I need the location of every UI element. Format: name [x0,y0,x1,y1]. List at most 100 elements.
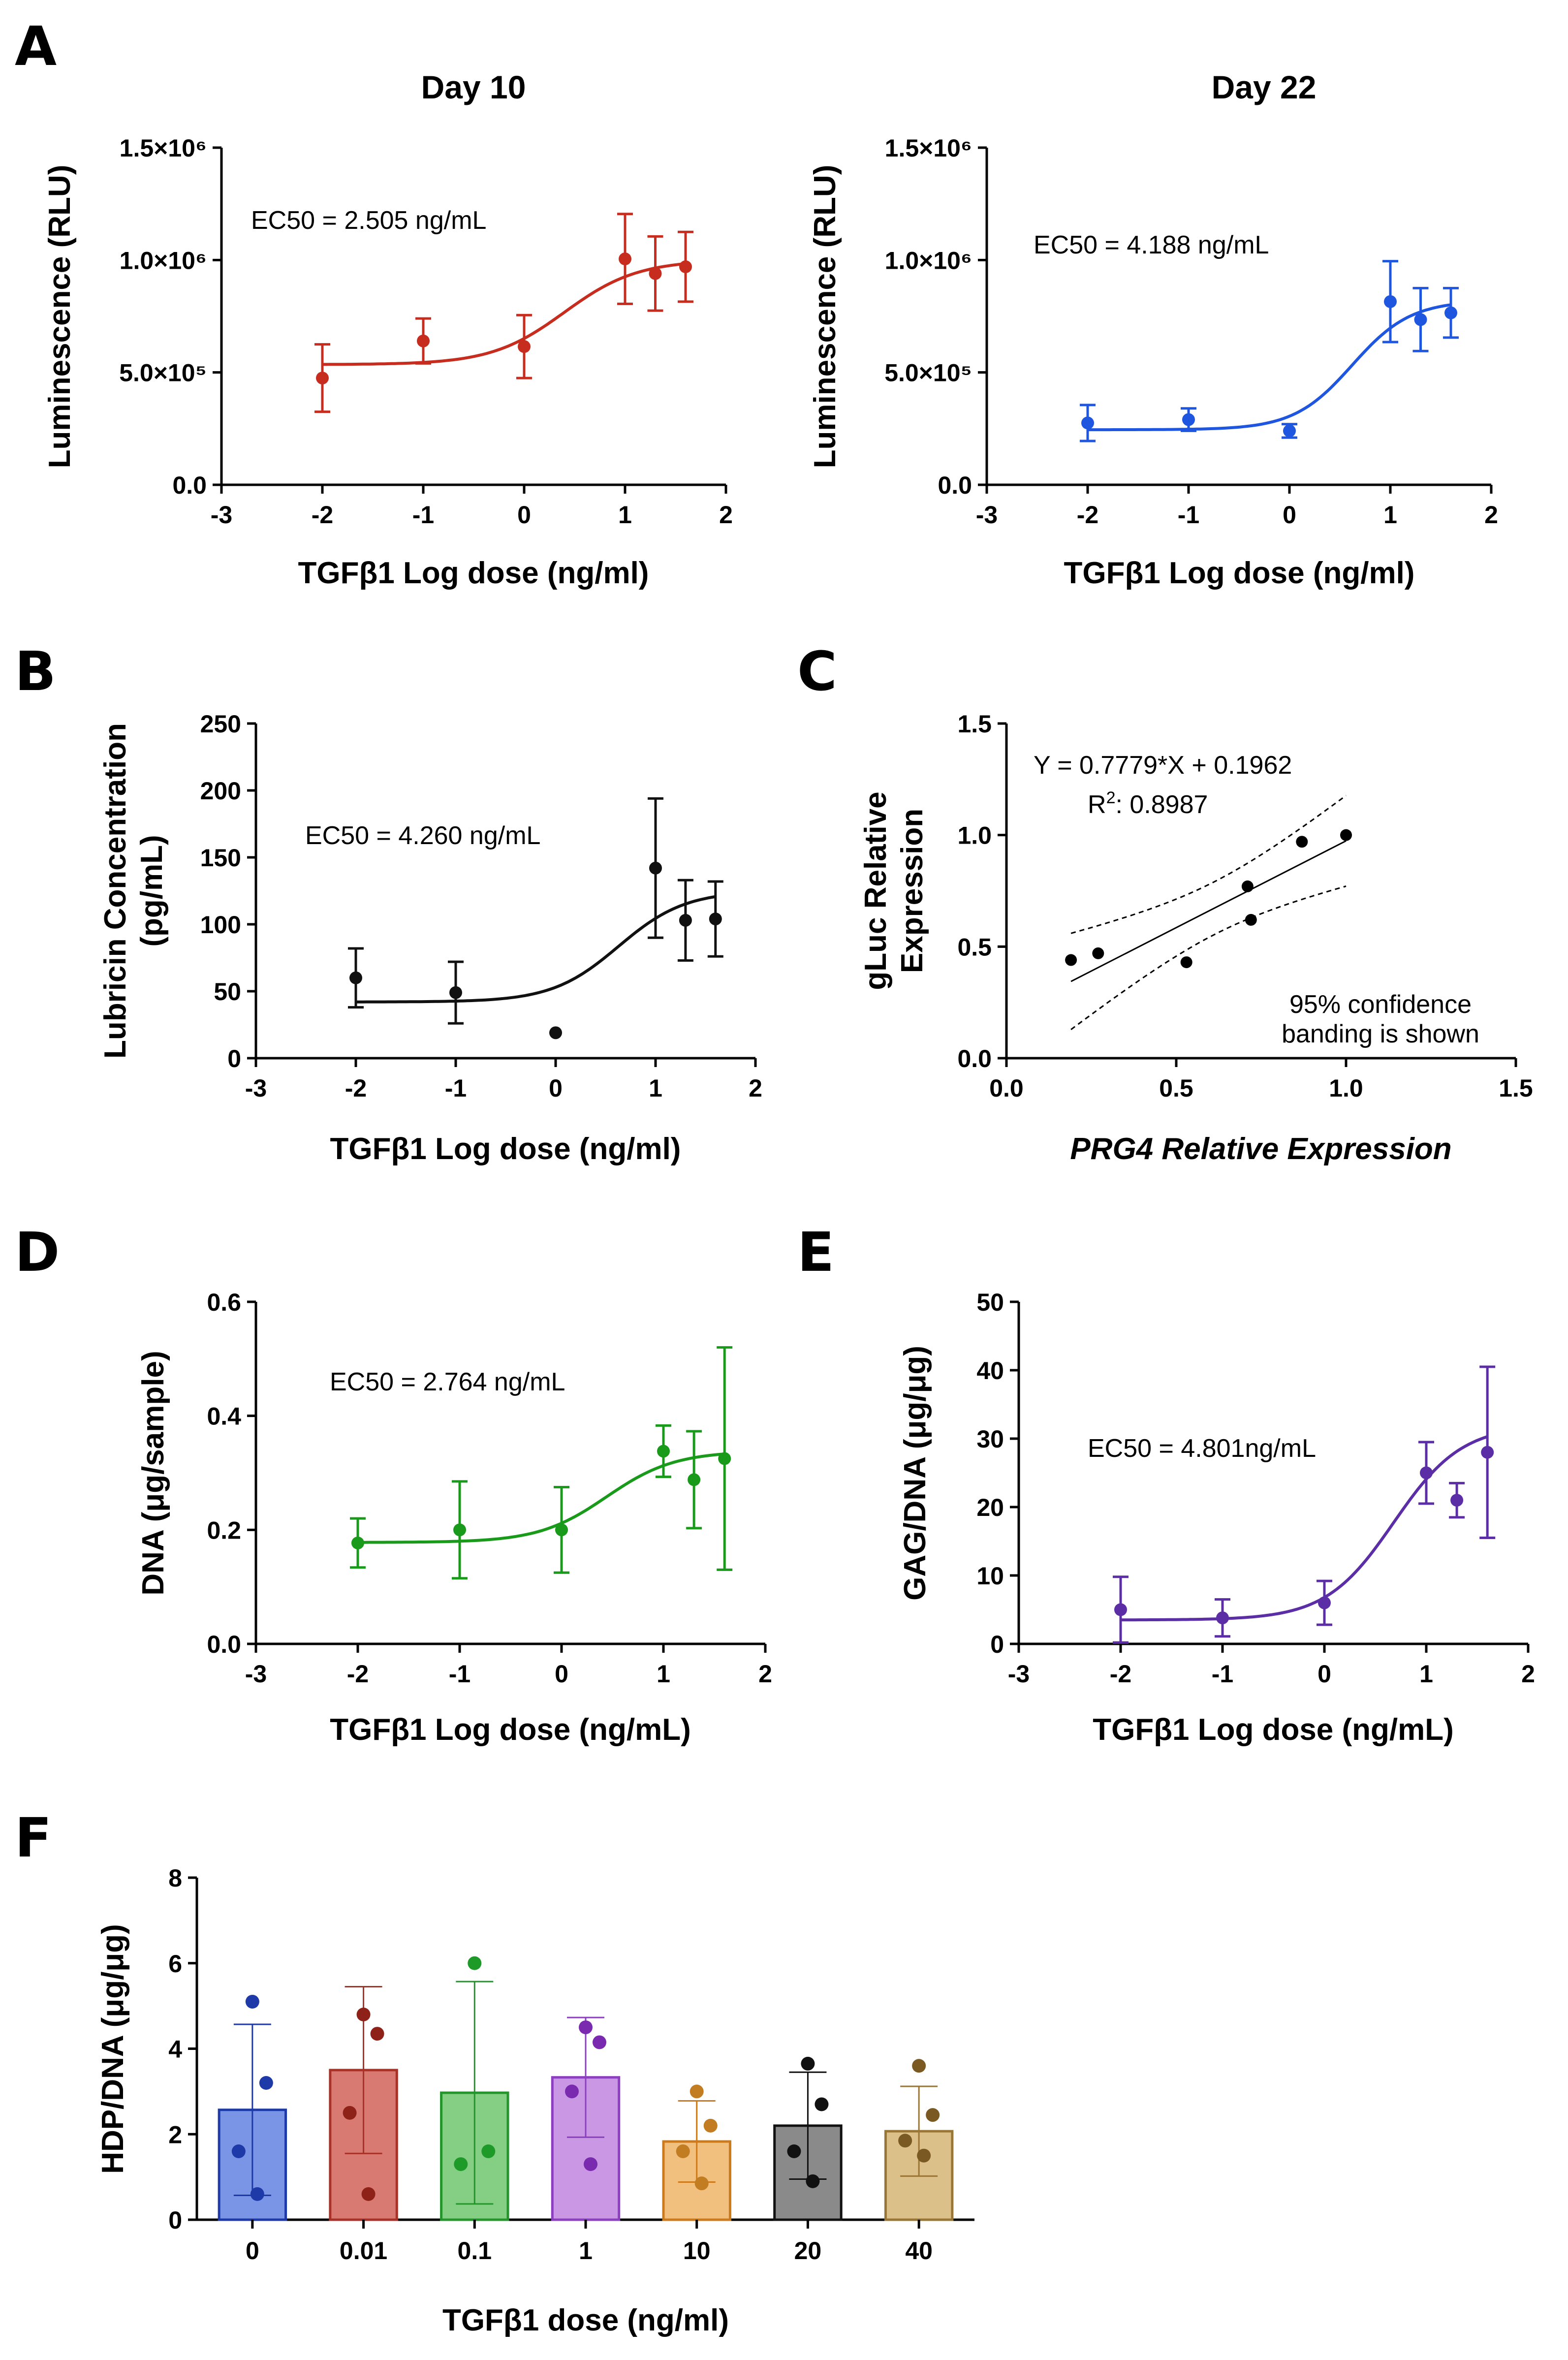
y-tick-label: 1.5×10⁶ [885,134,972,162]
y-tick-label: 250 [200,710,241,738]
data-point [593,2035,606,2049]
data-point [349,971,362,984]
x-axis-label: TGFβ1 dose (ng/ml) [442,2303,729,2337]
r-squared-letter: R [1088,790,1106,819]
x-tick-label: 0 [1283,501,1296,529]
x-tick-label: 0.1 [458,2237,492,2265]
y-tick-label: 0.5 [957,933,992,961]
x-tick-label: 2 [719,501,733,529]
fit-curve [322,262,686,366]
data-point [259,2076,273,2090]
data-point [468,1956,482,1970]
data-point [245,1994,259,2009]
confidence-note-line-2: banding is shown [1282,1020,1479,1048]
data-point [1114,1603,1127,1616]
data-point [370,2027,384,2041]
data-point [1414,313,1427,326]
y-tick-label: 8 [168,1864,182,1892]
data-point [815,2097,829,2111]
y-tick-label: 0.0 [172,472,207,499]
data-point [1180,956,1192,969]
data-point [316,372,329,385]
fit-curve [356,895,716,1004]
data-point [649,861,662,875]
x-tick-label: 10 [683,2237,711,2265]
data-point [709,913,722,926]
panel-a-day22: Day 22 TGFβ1 Log dose (ng/ml) Luminescen… [808,69,1498,590]
y-tick-label: 1.0×10⁶ [120,247,207,274]
fit-curve [1088,303,1451,432]
y-tick-label: 30 [976,1425,1004,1453]
y-axis-label: gLuc RelativeExpression [859,791,929,990]
x-tick-label: -1 [412,501,434,529]
data-point [1384,295,1397,308]
y-tick-label: 2 [168,2121,182,2148]
chart-title: Day 22 [1212,69,1317,105]
x-tick-label: -3 [976,501,998,529]
panel-a-day10: A Day 10 TGFβ1 Log dose (ng/ml) Luminesc… [15,15,733,590]
data-point [801,2056,815,2071]
confidence-note: 95% confidence banding is shown [1282,990,1479,1048]
y-axis-label: DNA (μg/sample) [136,1351,170,1595]
x-axis-label: TGFβ1 Log dose (ng/ml) [330,1132,681,1166]
x-tick-label: 2 [749,1074,762,1102]
data-point [1420,1466,1433,1479]
data-point [351,1536,364,1549]
x-tick-label: 1 [657,1660,670,1688]
data-point [679,913,692,927]
x-tick-label: -3 [211,501,232,529]
confidence-band-lower [1070,885,1347,1031]
y-axis-label: Luminescence (RLU) [43,165,77,469]
y-tick-label: 150 [200,844,241,872]
y-tick-label: 0.4 [207,1403,241,1430]
y-tick-label: 40 [976,1357,1004,1385]
data-point [449,986,462,999]
x-tick-label: 0 [555,1660,568,1688]
panel-letter-d: D [15,1221,60,1284]
fit-curve [358,1452,725,1544]
y-axis-label-line-2: Expression [895,809,929,973]
y-tick-label: 50 [976,1289,1004,1316]
data-point [703,2118,718,2133]
y-axis-label: Lubricin Concentration(pg/mL) [98,723,169,1059]
x-tick-label: 0 [517,501,531,529]
panel-f: F TGFβ1 dose (ng/ml) HDP/DNA (μg/μg) 0 2 4… [15,1806,974,2337]
panel-letter-f: F [15,1806,52,1869]
data-point [917,2148,931,2163]
panel-c: C Y = 0.7779*X + 0.1962 R2: 0.8987 95% c… [797,640,1533,1166]
data-point [356,2008,371,2021]
y-axis-label-line-1: gLuc Relative [859,791,893,990]
data-point [619,252,631,266]
panel-letter-e: E [797,1221,834,1284]
chart-title: Day 10 [421,69,526,105]
data-point [1182,413,1195,426]
x-tick-label: 1.0 [1329,1074,1363,1102]
x-tick-label: 0 [1317,1660,1331,1688]
y-tick-label: 6 [168,1950,182,1978]
data-point [549,1026,562,1039]
fit-curve [1121,1435,1488,1622]
y-axis-label-line-2: (pg/mL) [135,835,169,946]
x-tick-label: 40 [905,2237,933,2265]
data-point [453,1523,466,1537]
data-point [1318,1596,1331,1609]
y-tick-label: 0.0 [957,1045,992,1072]
r-squared-superscript: 2 [1106,788,1116,807]
data-point [1450,1494,1464,1507]
data-point [579,2020,593,2035]
x-tick-label: -3 [245,1074,267,1102]
data-point [690,2084,704,2099]
data-point [555,1523,568,1537]
x-tick-label: 1 [1419,1660,1433,1688]
x-axis-label: TGFβ1 Log dose (ng/mL) [1093,1713,1454,1747]
x-tick-label: 0.01 [340,2237,387,2265]
regression-equation: Y = 0.7779*X + 0.1962 [1034,751,1292,780]
x-tick-label: 0.5 [1159,1074,1193,1102]
y-tick-label: 0.0 [207,1631,241,1658]
y-tick-label: 5.0×10⁵ [119,359,207,387]
data-point [718,1452,731,1465]
y-tick-label: 1.0 [957,822,992,850]
data-point [787,2144,801,2158]
data-point [676,2144,690,2158]
y-tick-label: 0.2 [207,1516,241,1544]
